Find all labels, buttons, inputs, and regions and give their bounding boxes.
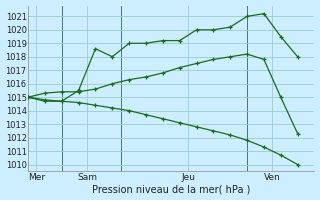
X-axis label: Pression niveau de la mer( hPa ): Pression niveau de la mer( hPa ) xyxy=(92,184,251,194)
